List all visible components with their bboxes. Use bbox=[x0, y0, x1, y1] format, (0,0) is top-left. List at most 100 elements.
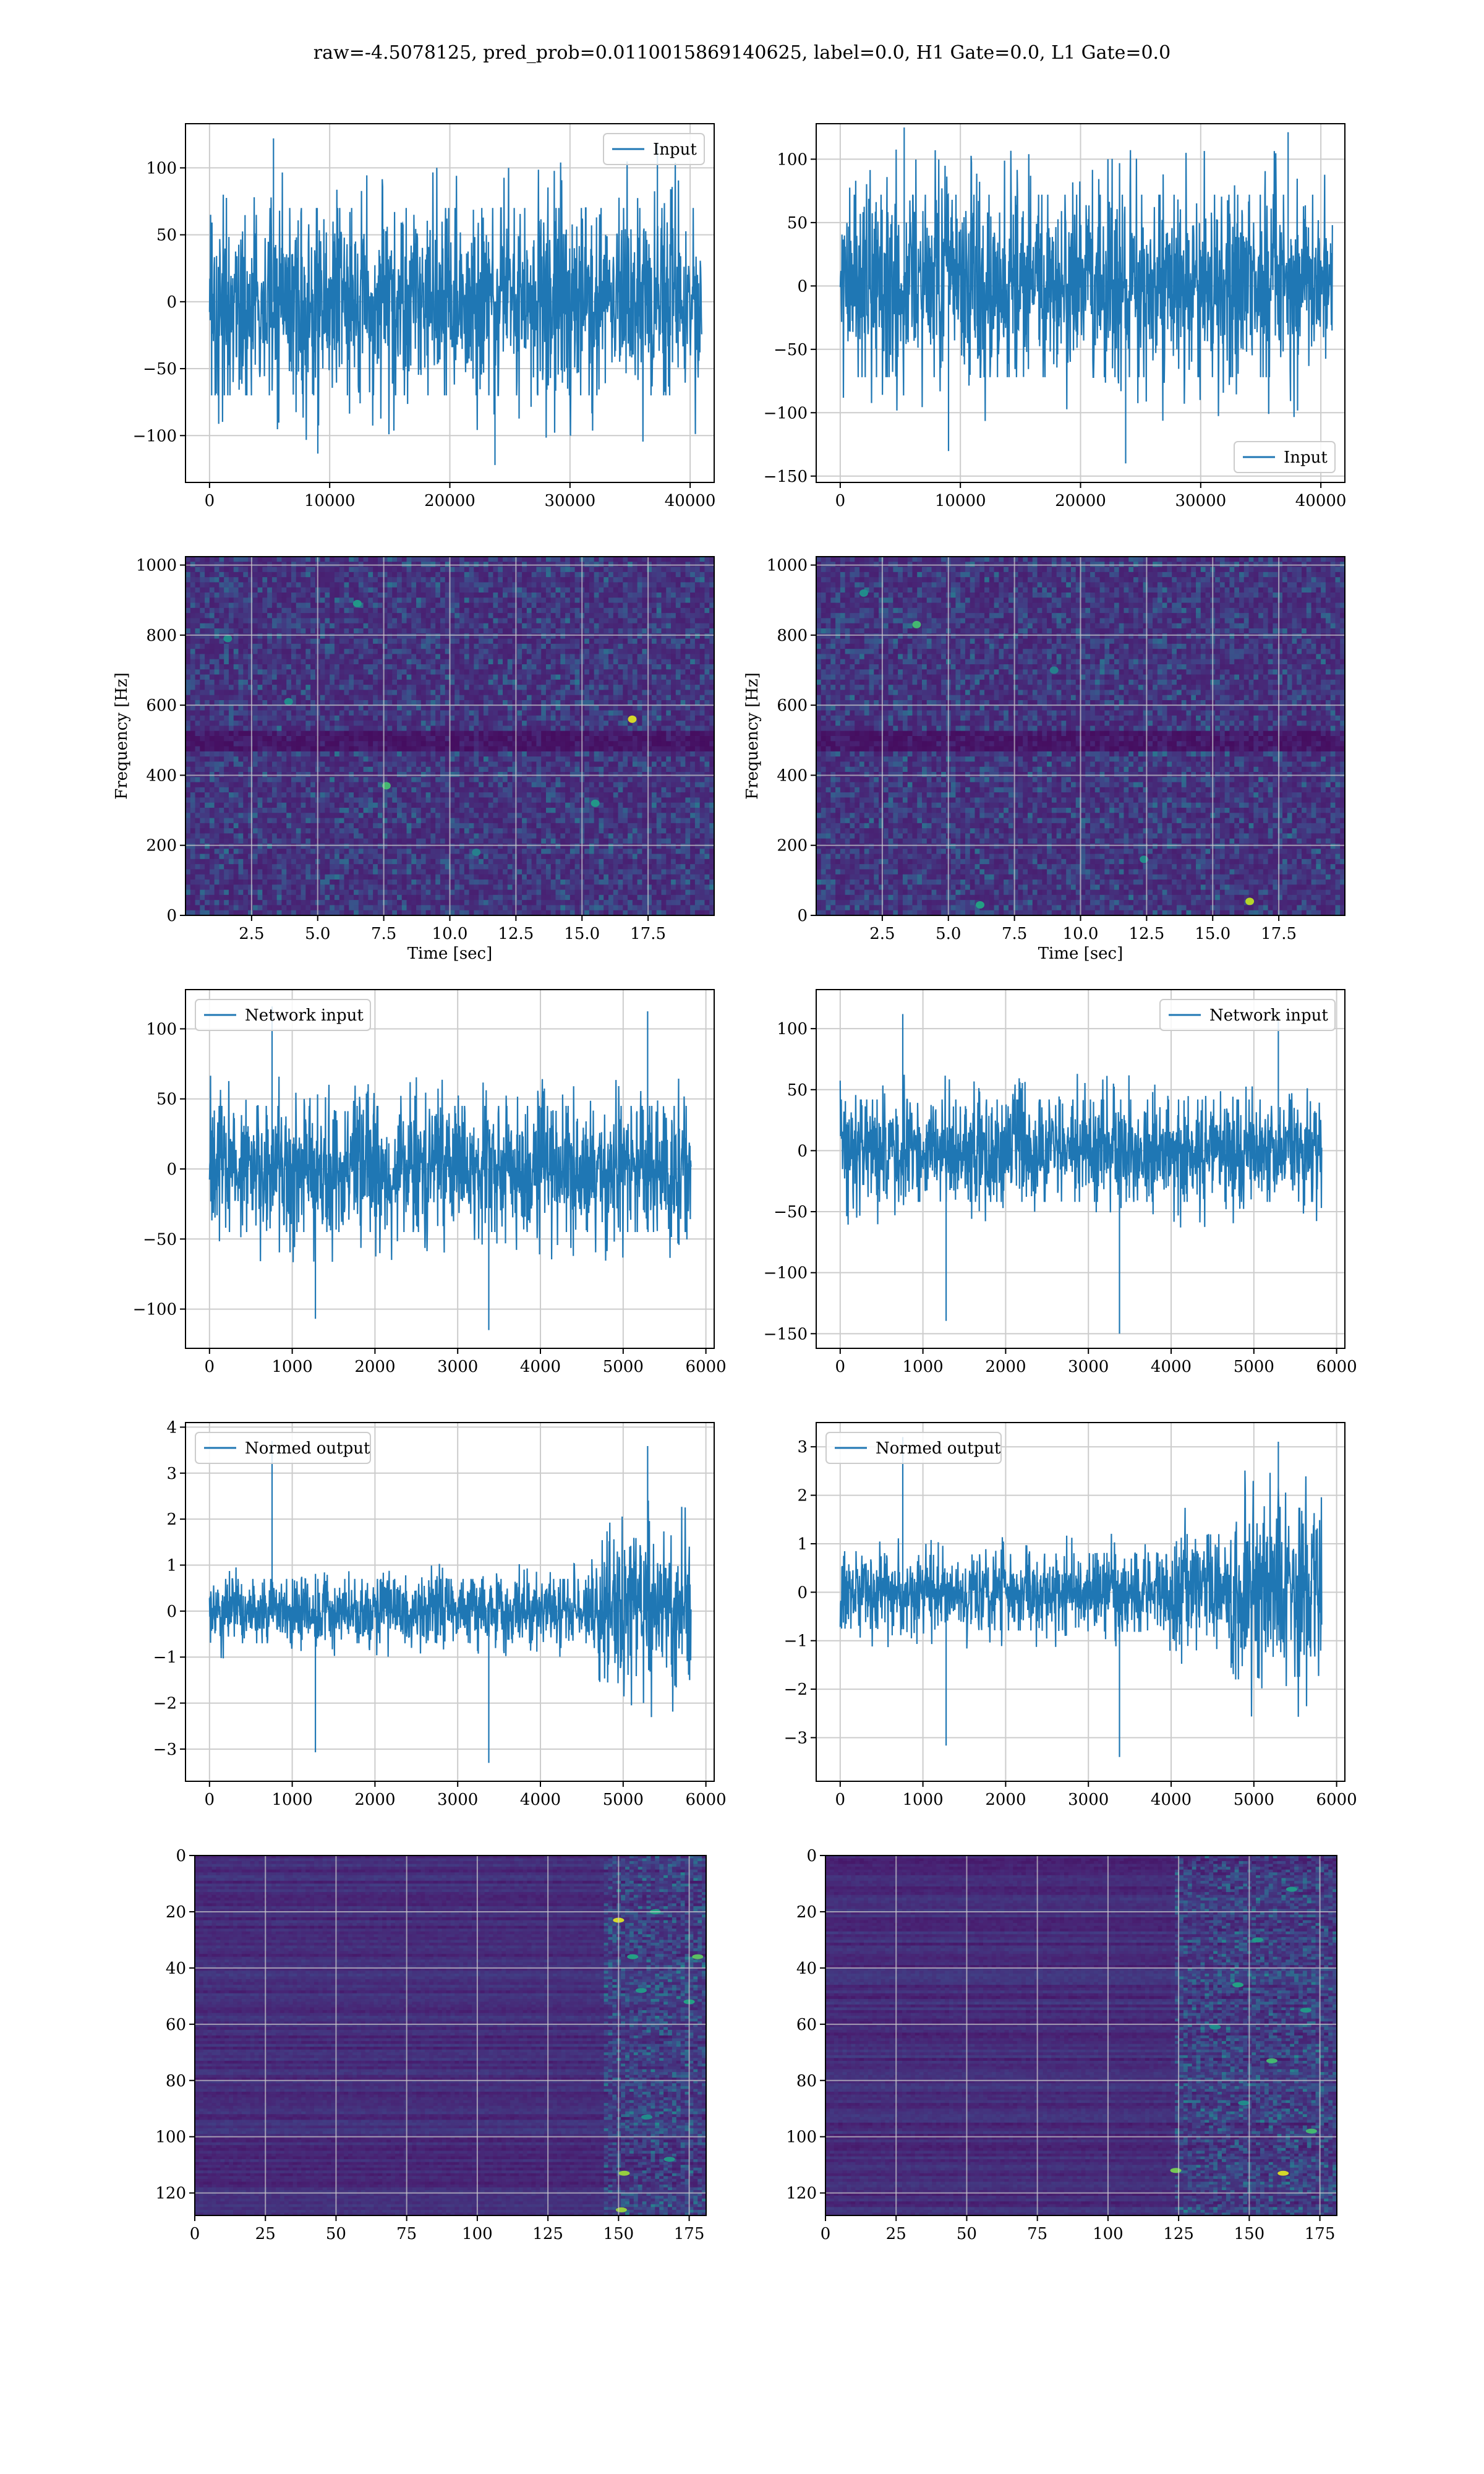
heatmap-cell bbox=[228, 613, 234, 619]
heatmap-cell bbox=[233, 746, 239, 752]
heatmap-cell bbox=[493, 679, 498, 685]
heatmap-cell bbox=[214, 613, 220, 619]
heatmap-cell bbox=[618, 649, 623, 655]
heatmap-cell bbox=[397, 628, 403, 634]
heatmap-cell bbox=[291, 705, 297, 711]
heatmap-cell bbox=[286, 710, 292, 716]
heatmap-cell bbox=[637, 690, 643, 696]
heatmap-cell bbox=[363, 571, 369, 578]
heatmap-cell bbox=[358, 643, 364, 649]
heatmap-cell bbox=[464, 638, 470, 644]
heatmap-cell bbox=[618, 602, 623, 609]
heatmap-cell bbox=[214, 756, 220, 763]
heatmap-cell bbox=[334, 633, 340, 640]
heatmap-cell bbox=[349, 741, 354, 747]
heatmap-cell bbox=[704, 643, 710, 649]
heatmap-cell bbox=[647, 607, 652, 614]
heatmap-cell bbox=[373, 613, 378, 619]
heatmap-cell bbox=[301, 587, 306, 593]
heatmap-cell bbox=[560, 628, 566, 634]
heatmap-cell bbox=[286, 746, 292, 752]
heatmap-cell bbox=[214, 669, 220, 675]
heatmap-cell bbox=[363, 679, 369, 685]
heatmap-cell bbox=[420, 597, 427, 604]
heatmap-cell bbox=[257, 690, 263, 696]
heatmap-cell bbox=[474, 582, 479, 588]
heatmap-cell bbox=[479, 741, 484, 747]
heatmap-cell bbox=[574, 587, 580, 593]
heatmap-cell bbox=[555, 618, 561, 624]
heatmap-cell bbox=[411, 766, 417, 773]
heatmap-cell bbox=[358, 633, 364, 640]
heatmap-cell bbox=[503, 669, 508, 675]
heatmap-cell bbox=[267, 607, 273, 614]
heatmap-cell bbox=[354, 557, 359, 562]
heatmap-cell bbox=[271, 700, 278, 706]
heatmap-cell bbox=[377, 649, 383, 655]
heatmap-cell bbox=[401, 741, 407, 747]
heatmap-cell bbox=[373, 777, 378, 783]
heatmap-cell bbox=[503, 736, 508, 742]
heatmap-cell bbox=[704, 593, 710, 598]
heatmap-cell bbox=[310, 623, 316, 629]
heatmap-cell bbox=[334, 751, 340, 757]
heatmap-cell bbox=[382, 597, 388, 604]
heatmap-cell bbox=[555, 730, 561, 737]
heatmap-cell bbox=[286, 664, 292, 670]
heatmap-cell bbox=[479, 607, 484, 614]
heatmap-cell bbox=[613, 715, 619, 721]
heatmap-cell bbox=[671, 664, 676, 670]
heatmap-cell bbox=[565, 690, 571, 696]
heatmap-cell bbox=[483, 587, 489, 593]
heatmap-cell bbox=[690, 726, 696, 732]
heatmap-cell bbox=[228, 597, 234, 604]
heatmap-cell bbox=[186, 618, 191, 624]
heatmap-cell bbox=[271, 705, 278, 711]
heatmap-cell bbox=[608, 593, 614, 598]
heatmap-cell bbox=[228, 766, 234, 773]
heatmap-cell bbox=[709, 597, 714, 604]
heatmap-cell bbox=[608, 567, 614, 573]
heatmap-cell bbox=[469, 710, 474, 716]
heatmap-cell bbox=[305, 726, 311, 732]
heatmap-cell bbox=[594, 623, 600, 629]
heatmap-cell bbox=[243, 756, 249, 763]
heatmap-cell bbox=[469, 577, 474, 583]
heatmap-cell bbox=[699, 710, 706, 716]
heatmap-cell bbox=[608, 628, 614, 634]
heatmap-cell bbox=[704, 679, 710, 685]
heatmap-cell bbox=[608, 659, 614, 665]
heatmap-cell bbox=[594, 669, 600, 675]
heatmap-cell bbox=[233, 638, 239, 644]
heatmap-cell bbox=[637, 607, 643, 614]
heatmap-cell bbox=[368, 567, 373, 573]
heatmap-cell bbox=[330, 736, 335, 742]
heatmap-cell bbox=[267, 582, 273, 588]
heatmap-cell bbox=[349, 643, 354, 649]
heatmap-cell bbox=[709, 705, 714, 711]
heatmap-cell bbox=[474, 736, 479, 742]
heatmap-cell bbox=[200, 751, 205, 757]
heatmap-cell bbox=[656, 587, 662, 593]
heatmap-cell bbox=[522, 674, 527, 680]
y-tick-label: 50 bbox=[156, 226, 177, 245]
heatmap-cell bbox=[526, 761, 532, 768]
heatmap-cell bbox=[507, 736, 513, 742]
heatmap-cell bbox=[368, 761, 373, 768]
heatmap-cell bbox=[541, 654, 547, 660]
heatmap-cell bbox=[248, 710, 254, 716]
heatmap-cell bbox=[488, 623, 494, 629]
heatmap-cell bbox=[661, 715, 667, 721]
legend-label: Input bbox=[1284, 448, 1328, 467]
heatmap-cell bbox=[666, 674, 672, 680]
heatmap-cell bbox=[334, 736, 340, 742]
heatmap-cell bbox=[608, 577, 614, 583]
heatmap-cell bbox=[330, 756, 335, 763]
heatmap-cell bbox=[671, 756, 676, 763]
heatmap-cell bbox=[623, 766, 628, 773]
heatmap-cell bbox=[262, 643, 268, 649]
heatmap-cell bbox=[512, 700, 518, 706]
heatmap-cell bbox=[569, 571, 576, 578]
heatmap-cell bbox=[368, 613, 373, 619]
heatmap-cell bbox=[224, 721, 229, 727]
